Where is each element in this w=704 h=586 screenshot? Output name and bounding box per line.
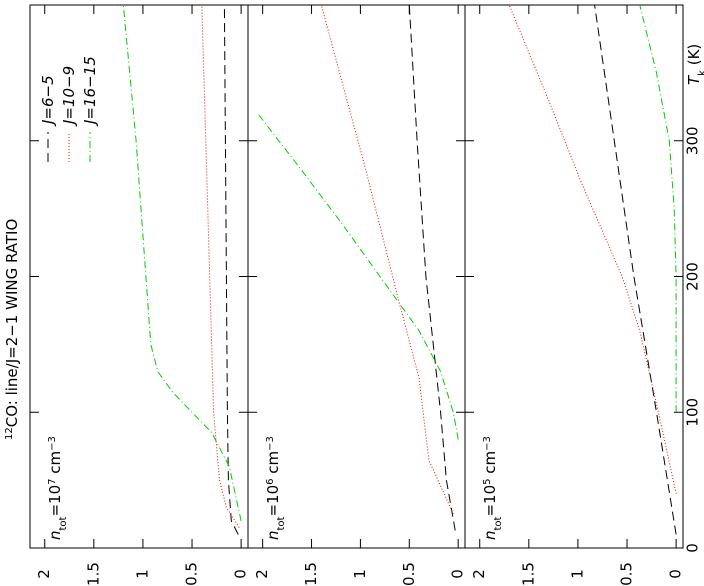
panel-label-part: cm [264, 451, 282, 479]
series-line [122, 5, 242, 522]
panel-label-part: 6 [265, 478, 276, 484]
panel-label: ntot=105 cm−3 [481, 436, 504, 540]
y-tick-label: 1.5 [519, 562, 537, 586]
panel-label-part: tot [493, 516, 504, 530]
y-tick-label: 1 [351, 569, 369, 579]
figure-title-part: CO: line/J=2−1 WING RATIO [3, 219, 21, 428]
y-tick-label: 0 [232, 569, 250, 579]
legend-label-part: J=16−15 [81, 56, 99, 127]
x-tick-label: 300 [684, 126, 702, 155]
y-tick-label: 0 [449, 569, 467, 579]
y-tick-label: 2 [35, 569, 53, 579]
y-tick-label: 1.5 [302, 562, 320, 586]
y-tick-label: 1 [133, 569, 151, 579]
y-tick-label: 0.5 [618, 562, 636, 586]
series-line [223, 5, 239, 535]
x-axis-label-part: T [685, 74, 703, 85]
panel-label-part: −3 [482, 436, 493, 451]
x-tick-label: 200 [684, 262, 702, 291]
panel-label: ntot=106 cm−3 [264, 436, 287, 540]
legend-label-part: J=10−9 [60, 66, 78, 127]
panel-label-part: n [264, 530, 282, 540]
y-tick-label: 1.5 [84, 562, 102, 586]
legend-label: J=6−5 [39, 75, 57, 127]
legend-label: J=10−9 [60, 66, 78, 127]
series-line [639, 5, 677, 413]
x-axis-label: Tk (K) [685, 44, 704, 85]
panel-label-part: 5 [482, 478, 493, 484]
series-line [320, 5, 454, 515]
panel-label-part: cm [46, 451, 64, 479]
y-tick-label: 0 [667, 569, 685, 579]
y-tick-label: 2 [470, 569, 488, 579]
panel-label-part: =10 [264, 485, 282, 517]
series-line [408, 5, 456, 531]
panel-label: ntot=107 cm−3 [46, 436, 69, 540]
series-line [508, 5, 677, 494]
figure-title: 12CO: line/J=2−1 WING RATIO [3, 219, 21, 440]
panel-label-part: 7 [47, 478, 58, 484]
panel-label-part: cm [481, 451, 499, 479]
x-axis-label-part: k [697, 70, 704, 76]
y-tick-label: 2 [253, 569, 271, 579]
y-tick-label: 1 [568, 569, 586, 579]
y-tick-label: 0.5 [400, 562, 418, 586]
x-axis-label-part: (K) [685, 44, 703, 70]
x-tick-label: 0 [684, 543, 702, 553]
panel-label-part: n [46, 530, 64, 540]
panel-label-part: −3 [265, 436, 276, 451]
legend-label-part: J=6−5 [39, 75, 57, 127]
panel-label-part: =10 [46, 485, 64, 517]
panel-label-part: tot [58, 516, 69, 530]
series-line [594, 5, 677, 535]
panel-label-part: =10 [481, 485, 499, 517]
x-tick-label: 100 [684, 398, 702, 427]
figure-title-part: 12 [4, 427, 15, 440]
series-line [257, 113, 459, 440]
panel-label-part: −3 [47, 436, 58, 451]
panel-label-part: tot [276, 516, 287, 530]
legend-label: J=16−15 [81, 56, 99, 127]
panel-label-part: n [481, 530, 499, 540]
y-tick-label: 0.5 [183, 562, 201, 586]
series-line [201, 5, 240, 528]
